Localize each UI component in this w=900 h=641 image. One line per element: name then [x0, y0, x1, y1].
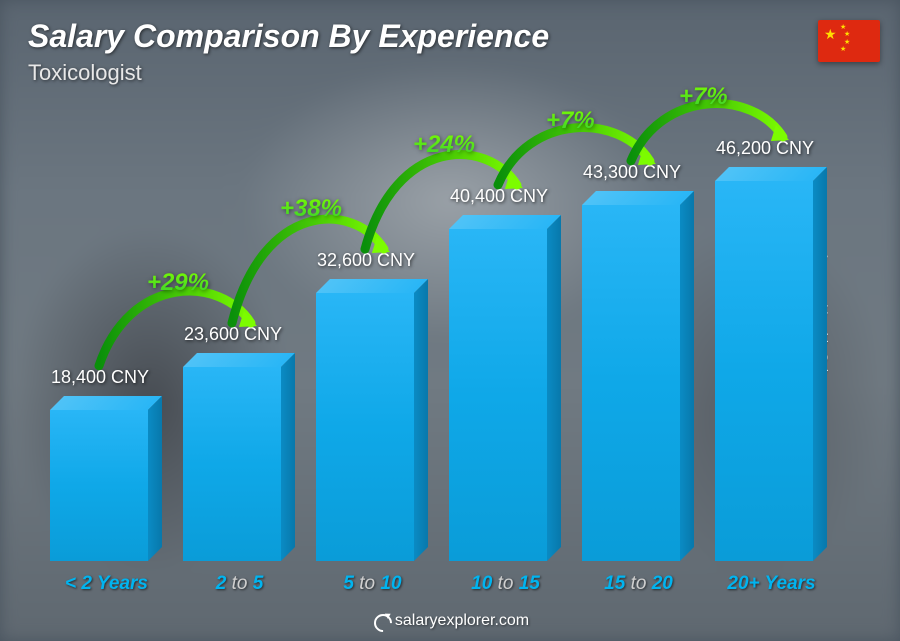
increase-arc: +7% [621, 79, 803, 181]
bar-3d [715, 181, 813, 561]
bar-3d [449, 229, 547, 561]
bar-side [547, 215, 561, 561]
increase-pct-label: +7% [546, 107, 595, 135]
country-flag-icon: ★ ★ ★ ★ ★ [818, 20, 880, 62]
bar-side [680, 191, 694, 561]
bar-side [813, 167, 827, 561]
bar-category-label: 2 to 5 [173, 573, 306, 595]
increase-pct-label: +7% [679, 83, 728, 111]
bar-category-label: 20+ Years [705, 573, 838, 595]
bar-category-label: < 2 Years [40, 573, 173, 595]
bar-front [582, 205, 680, 561]
bar-front [50, 410, 148, 561]
bar-side [281, 353, 295, 561]
page-title: Salary Comparison By Experience [28, 18, 549, 55]
bar-front [183, 367, 281, 561]
bar-category-label: 15 to 20 [572, 573, 705, 595]
bar-3d [183, 367, 281, 561]
increase-pct-label: +29% [147, 269, 209, 297]
bar-front [715, 181, 813, 561]
footer-credit: salaryexplorer.com [0, 611, 900, 631]
bar-3d [582, 205, 680, 561]
bar-side [414, 279, 428, 561]
bar-front [449, 229, 547, 561]
page-subtitle: Toxicologist [28, 60, 142, 86]
bar-category-label: 10 to 15 [439, 573, 572, 595]
bar-category-label: 5 to 10 [306, 573, 439, 595]
footer-site: salaryexplorer.com [395, 612, 529, 629]
increase-pct-label: +38% [280, 195, 342, 223]
bar-side [148, 396, 162, 561]
salaryexplorer-logo-icon [371, 611, 391, 631]
bar-top [50, 396, 162, 410]
increase-pct-label: +24% [413, 131, 475, 159]
salary-bar-chart: 18,400 CNY< 2 Years23,600 CNY2 to 532,60… [40, 100, 840, 561]
bar-3d [50, 410, 148, 561]
